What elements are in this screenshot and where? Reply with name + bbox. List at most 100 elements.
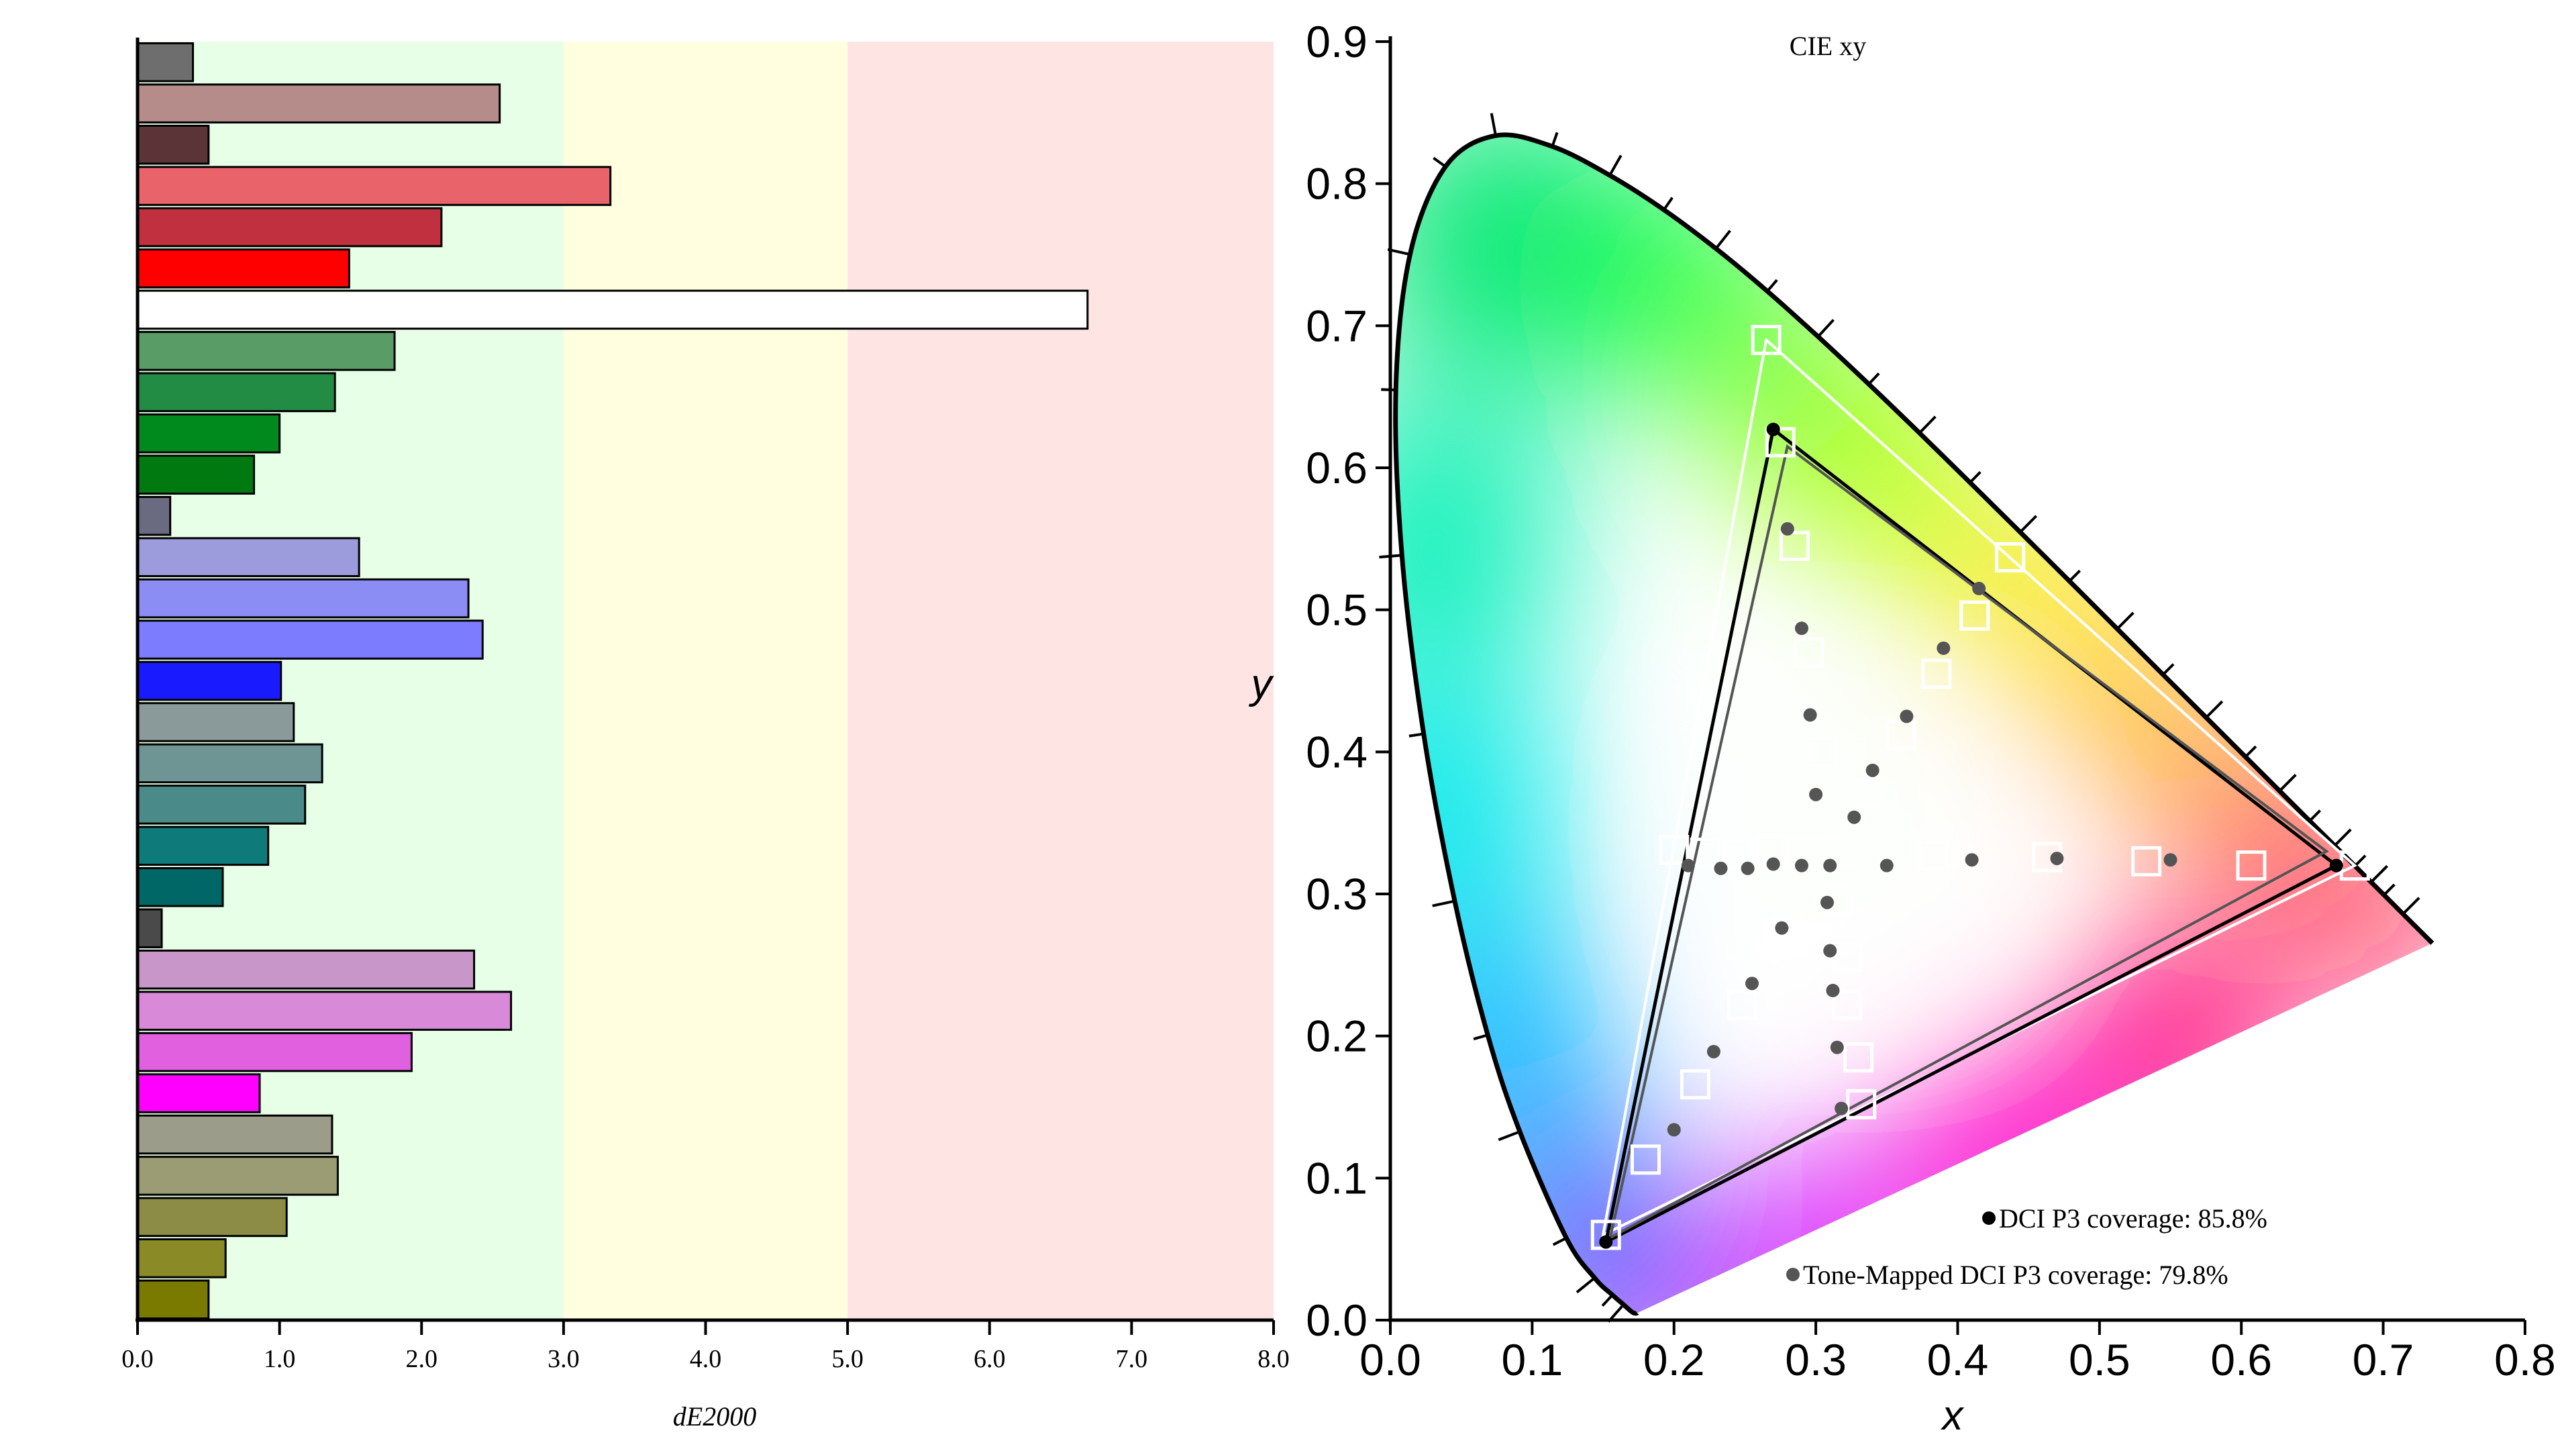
cie-xy-diagram: 0.0 0.1 0.2 0.3 0.4 0.5 0.6 0.7 0.8 0.0 0.1 0.2 0.3… [1249, 17, 2556, 1439]
target-point [1727, 989, 1757, 1020]
bar-x-tick-label: 5.0 [831, 1345, 864, 1373]
tolerance-zones [138, 42, 1274, 1320]
measured-point [1766, 422, 1780, 436]
measured-point [1667, 1123, 1681, 1137]
locus-tick [1918, 415, 1937, 434]
bar-15 [136, 660, 282, 701]
measured-point [2329, 858, 2343, 872]
locus-tick [2354, 854, 2367, 867]
target-point [1630, 1144, 1661, 1175]
cie-y-tick-label: 0.9 [1306, 17, 1368, 66]
locus-tick [2333, 828, 2352, 847]
target-point [1772, 915, 1803, 946]
cie-y-tick-label: 0.7 [1306, 301, 1368, 350]
locus-tick [2402, 897, 2420, 915]
locus-tick [2162, 663, 2175, 676]
bar-6 [136, 289, 1089, 330]
cie-y-tick-label: 0.0 [1306, 1295, 1368, 1345]
locus-tick [1473, 1034, 1488, 1041]
cie-y-tick-label: 0.5 [1306, 585, 1368, 635]
locus-tick [1408, 732, 1424, 738]
bar-26 [136, 1114, 333, 1155]
bar-8 [136, 372, 336, 413]
measured-point [1879, 858, 1894, 872]
target-point [1846, 1089, 1877, 1119]
measured-point [1741, 861, 1755, 875]
locus-tick [2370, 864, 2389, 883]
locus-tick [1551, 132, 1559, 147]
legend-marker-black [1982, 1211, 1996, 1225]
bar-27 [136, 1156, 339, 1196]
locus-tick [1576, 1276, 1596, 1294]
measured-point [1794, 858, 1808, 872]
measured-point [1706, 1044, 1720, 1058]
cie-x-tick-label: 0.1 [1502, 1335, 1563, 1385]
legend-item-dci-p3: DCI P3 coverage: 85.8% [1982, 1203, 2267, 1234]
cie-x-axis-label: x [1941, 1393, 1965, 1439]
locus-tick [1608, 154, 1622, 177]
target-point [1751, 325, 1782, 355]
legend: DCI P3 coverage: 85.8% Tone-Mapped DCI P… [1786, 1203, 2267, 1290]
measured-point [1775, 921, 1789, 935]
target-point [1853, 779, 1884, 810]
bar-19 [136, 825, 270, 866]
bar-x-tick-label: 8.0 [1257, 1345, 1290, 1373]
gamut-triangle-2 [1608, 444, 2329, 1241]
fill-blob-2 [1395, 404, 1567, 673]
measured-point [1766, 857, 1780, 871]
locus-tick [1433, 156, 1447, 168]
target-point [1959, 600, 1990, 631]
locus-tick [2308, 809, 2322, 822]
locus-tick [1714, 230, 1731, 250]
locus-tick [2068, 569, 2081, 583]
measured-point [1780, 522, 1794, 536]
target-point [1765, 427, 1796, 458]
bar-30 [136, 1279, 210, 1320]
fill-blob-14 [1900, 1050, 2129, 1279]
locus-tick [1381, 388, 1396, 392]
bar-0 [136, 42, 195, 83]
legend-label-tone-mapped: Tone-Mapped DCI P3 coverage: 79.8% [1803, 1260, 2228, 1290]
measured-point [1714, 861, 1728, 875]
bar-29 [136, 1238, 227, 1279]
bar-12 [136, 537, 360, 577]
chart-title: CIE xy [1790, 31, 1866, 61]
bar-25 [136, 1073, 261, 1113]
de2000-bar-chart: 0.0 1.0 2.0 3.0 4.0 5.0 6.0 7.0 8.0 dE2000 [121, 38, 1290, 1432]
measured-point [1900, 709, 1914, 723]
measured-point [2050, 852, 2064, 866]
measured-point [1599, 1235, 1613, 1249]
target-point [1995, 542, 2026, 572]
cie-y-tick-label: 0.2 [1306, 1011, 1368, 1061]
bar-x-tick-label: 2.0 [406, 1345, 438, 1373]
cie-y-tick-label: 0.3 [1306, 869, 1368, 919]
target-point [2131, 846, 2162, 876]
measured-point [1826, 983, 1840, 997]
cie-x-ticks: 0.0 0.1 0.2 0.3 0.4 0.5 0.6 0.7 0.8 [1359, 1320, 2556, 1385]
cie-y-axis-label: y [1249, 661, 1275, 707]
cie-y-tick-label: 0.4 [1306, 727, 1368, 776]
measured-point [1803, 708, 1817, 722]
target-point [1690, 838, 1720, 868]
measured-point [1965, 853, 1979, 867]
bar-7 [136, 331, 396, 371]
target-point [2236, 850, 2267, 881]
target-point [1918, 840, 1949, 871]
locus-tick [1663, 197, 1673, 211]
bar-x-axis-label: dE2000 [673, 1401, 756, 1432]
locus-tick [1490, 113, 1498, 136]
target-point [1832, 989, 1863, 1020]
cie-x-tick-label: 0.5 [2069, 1335, 2130, 1385]
bar-x-tick-label: 0.0 [121, 1345, 154, 1373]
target-point [1680, 1069, 1710, 1100]
cie-x-tick-label: 0.3 [1785, 1335, 1847, 1385]
cie-x-tick-label: 0.0 [1359, 1335, 1421, 1385]
bar-23 [136, 991, 513, 1031]
bar-14 [136, 619, 484, 660]
bar-20 [136, 866, 224, 907]
target-point [1779, 530, 1810, 561]
locus-tick [2383, 883, 2395, 896]
bar-x-ticks: 0.0 1.0 2.0 3.0 4.0 5.0 6.0 7.0 8.0 [121, 1320, 1290, 1373]
bar-21 [136, 908, 163, 948]
